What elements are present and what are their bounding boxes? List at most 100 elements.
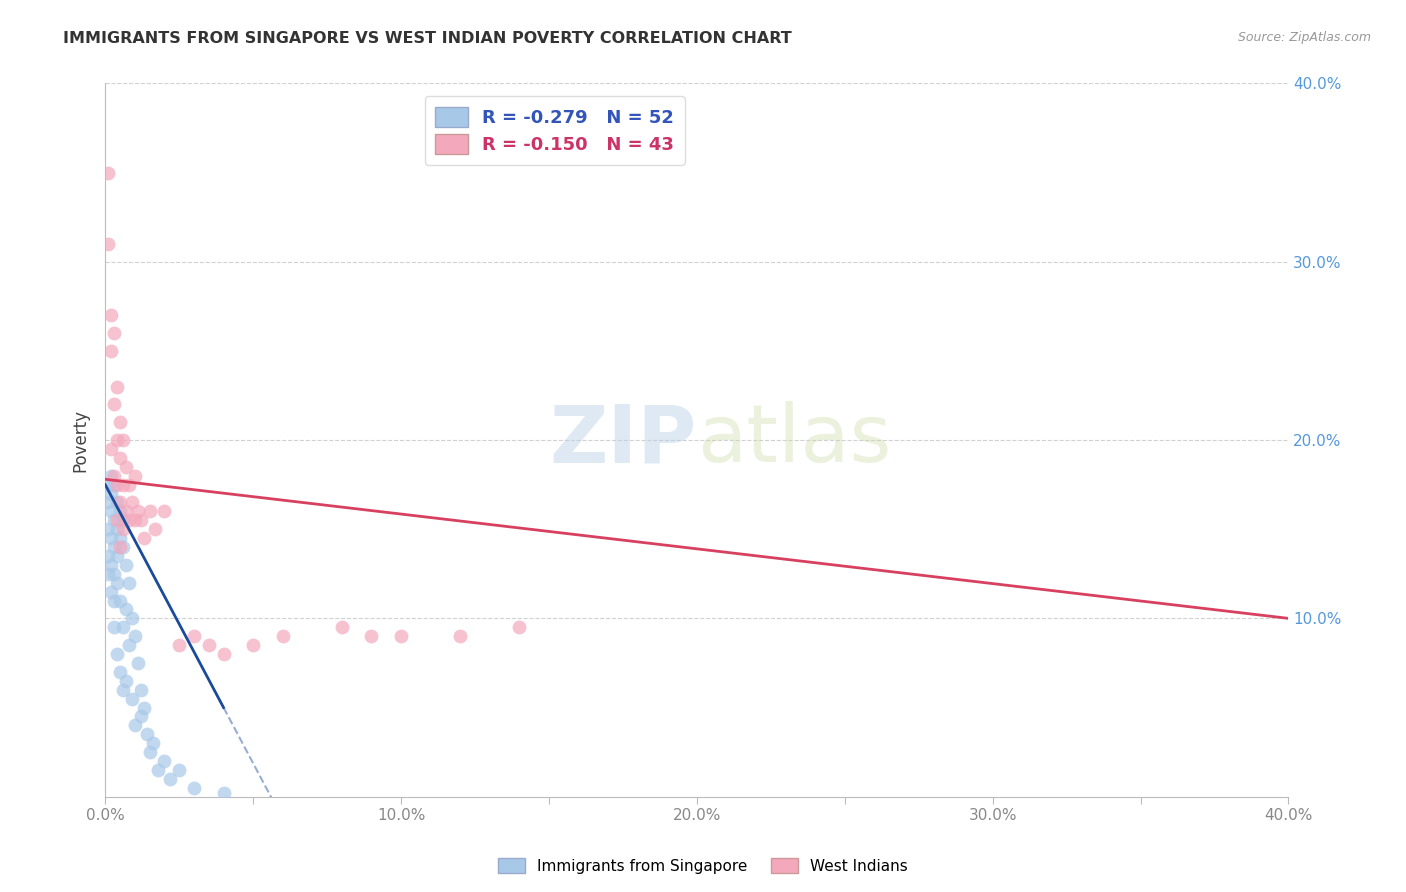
Point (105, 379, 128, 393)
Point (108, 540, 131, 554)
Point (118, 477, 141, 491)
Point (100, 558, 122, 572)
Point (124, 718, 146, 732)
Point (118, 575, 141, 590)
Point (100, 584, 122, 599)
Point (111, 620, 134, 634)
Point (330, 620, 353, 634)
Point (124, 468, 146, 483)
Point (108, 665, 131, 679)
Point (111, 477, 134, 491)
Point (108, 593, 131, 607)
Point (124, 513, 146, 527)
Point (100, 531, 122, 545)
Point (103, 326, 125, 340)
Text: atlas: atlas (697, 401, 891, 479)
Y-axis label: Poverty: Poverty (72, 409, 89, 472)
Point (129, 682, 152, 697)
Point (103, 397, 125, 411)
Point (183, 629, 205, 643)
Point (97, 477, 120, 491)
Point (508, 620, 530, 634)
Point (111, 513, 134, 527)
Point (129, 709, 152, 723)
Point (145, 522, 167, 536)
Point (115, 602, 138, 616)
Point (197, 638, 219, 652)
Point (100, 468, 122, 483)
Point (103, 540, 125, 554)
Point (105, 549, 128, 563)
Point (105, 495, 128, 509)
Point (103, 477, 125, 491)
Point (132, 700, 155, 714)
Point (100, 504, 122, 518)
Point (100, 442, 122, 456)
Point (97, 495, 120, 509)
Point (127, 656, 149, 670)
Point (100, 308, 122, 322)
Point (183, 780, 205, 795)
Point (153, 754, 176, 768)
Point (105, 575, 128, 590)
Point (108, 495, 131, 509)
Point (115, 673, 138, 688)
Point (118, 638, 141, 652)
Point (360, 629, 382, 643)
Point (124, 629, 146, 643)
Point (105, 522, 128, 536)
Point (212, 647, 235, 661)
Point (115, 558, 138, 572)
Point (167, 638, 190, 652)
Point (103, 566, 125, 581)
Point (118, 513, 141, 527)
Point (105, 433, 128, 447)
Text: IMMIGRANTS FROM SINGAPORE VS WEST INDIAN POVERTY CORRELATION CHART: IMMIGRANTS FROM SINGAPORE VS WEST INDIAN… (63, 31, 792, 46)
Point (449, 629, 471, 643)
Point (105, 513, 128, 527)
Point (159, 772, 181, 786)
Point (103, 468, 125, 483)
Point (121, 495, 143, 509)
Point (105, 477, 128, 491)
Point (121, 611, 143, 625)
Point (121, 691, 143, 706)
Text: ZIP: ZIP (550, 401, 697, 479)
Point (111, 540, 134, 554)
Point (108, 450, 131, 465)
Point (103, 620, 125, 634)
Point (138, 745, 160, 759)
Point (108, 415, 131, 429)
Point (148, 763, 170, 777)
Point (105, 647, 128, 661)
Point (115, 459, 138, 474)
Point (100, 486, 122, 500)
Point (127, 504, 149, 518)
Point (212, 786, 235, 800)
Point (141, 736, 163, 750)
Point (111, 682, 134, 697)
Legend: Immigrants from Singapore, West Indians: Immigrants from Singapore, West Indians (492, 852, 914, 880)
Point (167, 763, 190, 777)
Point (135, 727, 157, 741)
Point (153, 504, 176, 518)
Point (97, 549, 120, 563)
Point (97, 522, 120, 536)
Legend: R = -0.279   N = 52, R = -0.150   N = 43: R = -0.279 N = 52, R = -0.150 N = 43 (425, 96, 685, 165)
Point (97, 566, 120, 581)
Point (138, 504, 160, 518)
Point (108, 504, 131, 518)
Point (103, 593, 125, 607)
Point (103, 513, 125, 527)
Point (271, 629, 294, 643)
Point (100, 343, 122, 358)
Point (111, 433, 134, 447)
Point (108, 531, 131, 545)
Point (115, 504, 138, 518)
Text: Source: ZipAtlas.com: Source: ZipAtlas.com (1237, 31, 1371, 45)
Point (97, 165, 120, 179)
Point (129, 513, 152, 527)
Point (111, 522, 134, 536)
Point (389, 629, 412, 643)
Point (132, 531, 155, 545)
